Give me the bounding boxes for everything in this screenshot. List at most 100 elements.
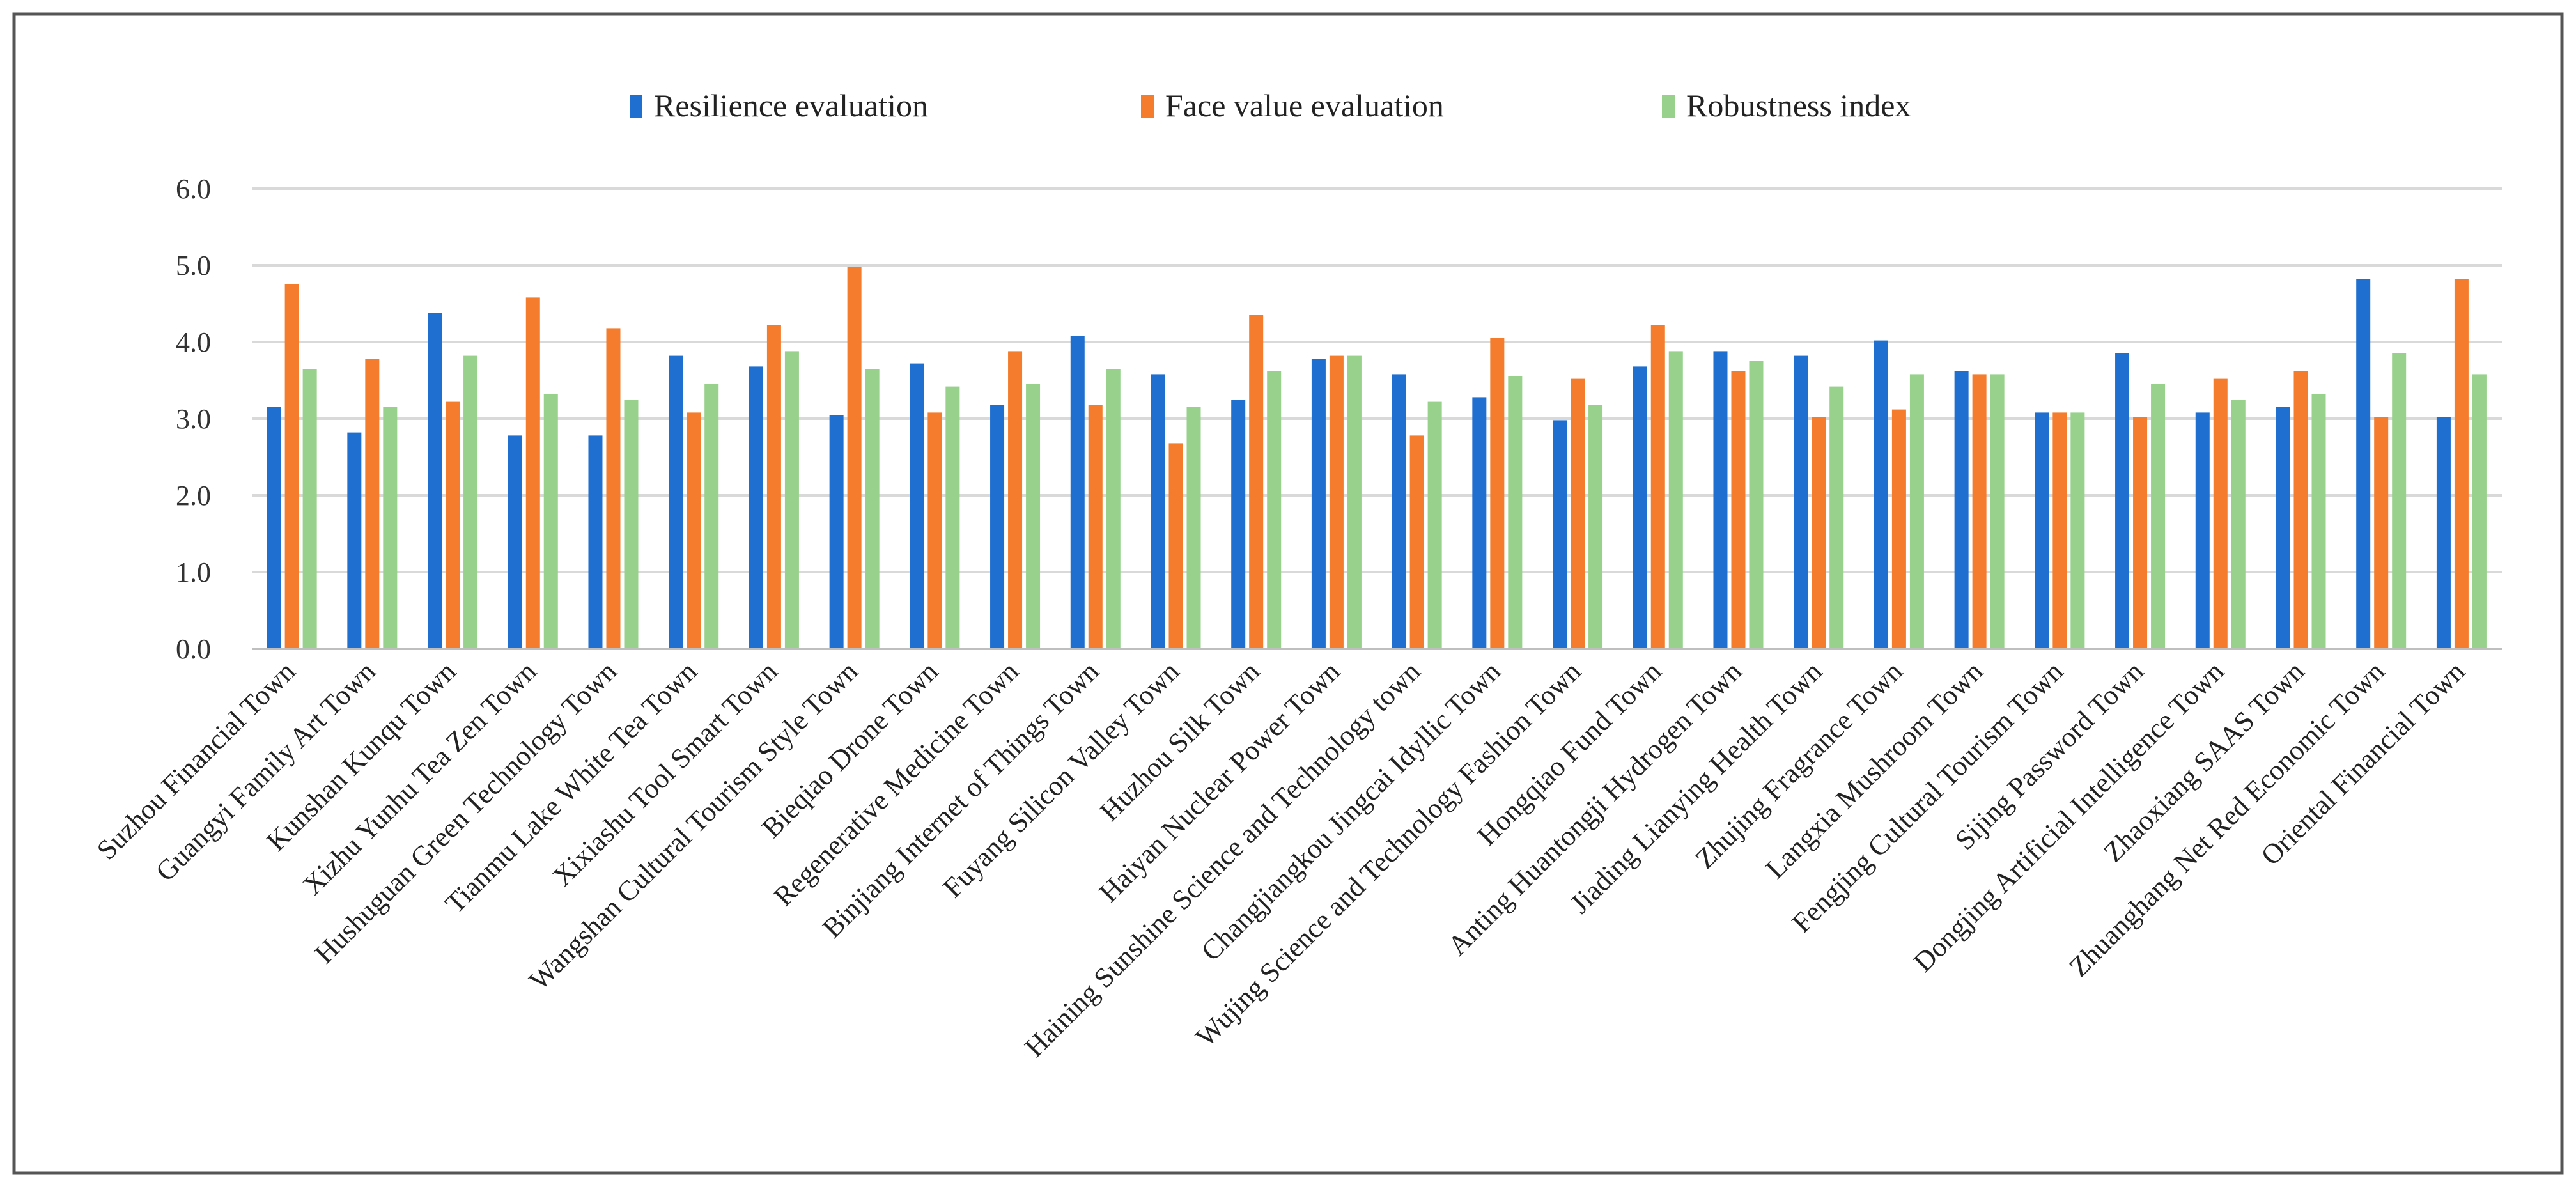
bar bbox=[284, 284, 299, 649]
bar bbox=[945, 386, 960, 649]
bar bbox=[267, 407, 281, 649]
bar bbox=[1954, 371, 1969, 649]
bar bbox=[704, 384, 719, 649]
bars bbox=[252, 267, 2502, 650]
bar bbox=[1026, 384, 1041, 649]
bar bbox=[2472, 374, 2487, 649]
y-tick-label: 2.0 bbox=[176, 480, 211, 511]
legend-label: Face value evaluation bbox=[1165, 88, 1444, 123]
y-tick-label: 0.0 bbox=[176, 633, 211, 665]
bar bbox=[784, 351, 799, 649]
bar bbox=[347, 432, 362, 649]
bar bbox=[1633, 366, 1647, 649]
bar bbox=[1668, 351, 1683, 649]
bar bbox=[1812, 417, 1826, 649]
bar bbox=[687, 412, 701, 649]
bar bbox=[1392, 374, 1406, 649]
bar bbox=[2052, 412, 2067, 649]
legend-swatch bbox=[1141, 95, 1154, 118]
bar bbox=[1650, 325, 1665, 649]
bar bbox=[766, 325, 781, 649]
bar bbox=[1267, 371, 1282, 649]
bar bbox=[365, 359, 380, 649]
bar bbox=[865, 369, 880, 649]
bar bbox=[446, 401, 460, 649]
bar bbox=[2311, 394, 2326, 649]
bar bbox=[2115, 353, 2130, 649]
bar bbox=[669, 355, 683, 649]
y-tick-label: 1.0 bbox=[176, 557, 211, 588]
bar bbox=[1490, 338, 1505, 649]
bar bbox=[1070, 336, 1085, 649]
bar bbox=[525, 297, 540, 649]
bar bbox=[829, 415, 844, 649]
bar bbox=[606, 328, 621, 649]
bar bbox=[428, 313, 442, 649]
bar bbox=[383, 407, 398, 649]
bar bbox=[2133, 417, 2148, 649]
y-axis-tick-labels: 0.0 1.0 2.0 3.0 4.0 5.0 6.0 bbox=[176, 173, 211, 665]
bar bbox=[749, 366, 763, 649]
bar bbox=[1794, 355, 1808, 649]
bar bbox=[1249, 315, 1264, 649]
bar bbox=[1990, 374, 2005, 649]
bar bbox=[1749, 361, 1764, 649]
y-tick-label: 3.0 bbox=[176, 403, 211, 435]
bar bbox=[1909, 374, 1924, 649]
bar bbox=[1168, 443, 1183, 649]
bar bbox=[1106, 369, 1121, 649]
legend-swatch bbox=[1662, 95, 1675, 118]
bar bbox=[1409, 435, 1424, 649]
bar bbox=[1972, 374, 1987, 649]
bar bbox=[990, 405, 1005, 649]
y-tick-label: 6.0 bbox=[176, 173, 211, 205]
bar bbox=[1008, 351, 1023, 649]
bar bbox=[1151, 374, 1165, 649]
bar bbox=[1829, 386, 1844, 649]
bar bbox=[1588, 405, 1603, 649]
bar bbox=[2151, 384, 2166, 649]
bar bbox=[1427, 401, 1442, 649]
bar bbox=[1874, 340, 1888, 649]
bar bbox=[2293, 371, 2308, 649]
bar bbox=[2231, 400, 2246, 649]
bar bbox=[1891, 409, 1906, 649]
bar bbox=[1088, 405, 1103, 649]
bar bbox=[588, 435, 603, 649]
bar bbox=[847, 267, 862, 649]
bar bbox=[2276, 407, 2290, 649]
legend-label: Robustness index bbox=[1686, 88, 1911, 123]
bar bbox=[1553, 420, 1567, 649]
y-tick-label: 5.0 bbox=[176, 250, 211, 281]
y-tick-label: 4.0 bbox=[176, 327, 211, 358]
bar bbox=[1311, 359, 1326, 649]
bar bbox=[2070, 412, 2085, 649]
legend: Resilience evaluation Face value evaluati… bbox=[630, 88, 1911, 123]
bar bbox=[2213, 378, 2228, 649]
bar bbox=[2392, 353, 2407, 649]
bar bbox=[2374, 417, 2389, 649]
bar bbox=[2195, 412, 2210, 649]
bar bbox=[543, 394, 558, 649]
bar bbox=[1571, 378, 1585, 649]
bar bbox=[1329, 355, 1344, 649]
bar bbox=[508, 435, 522, 649]
bar bbox=[463, 355, 478, 649]
bar bbox=[624, 400, 639, 649]
bar bbox=[2356, 279, 2371, 649]
bar bbox=[1713, 351, 1728, 649]
legend-label: Resilience evaluation bbox=[654, 88, 928, 123]
bar bbox=[2035, 412, 2049, 649]
bar bbox=[1347, 355, 1362, 649]
bar bbox=[1186, 407, 1201, 649]
bar bbox=[302, 369, 317, 649]
bar bbox=[1731, 371, 1746, 649]
bar bbox=[1508, 376, 1523, 649]
bar bbox=[2454, 279, 2469, 649]
bar bbox=[2436, 417, 2451, 649]
bar bbox=[910, 363, 924, 649]
bar bbox=[927, 412, 942, 649]
legend-swatch bbox=[630, 95, 642, 118]
bar bbox=[1231, 400, 1246, 649]
